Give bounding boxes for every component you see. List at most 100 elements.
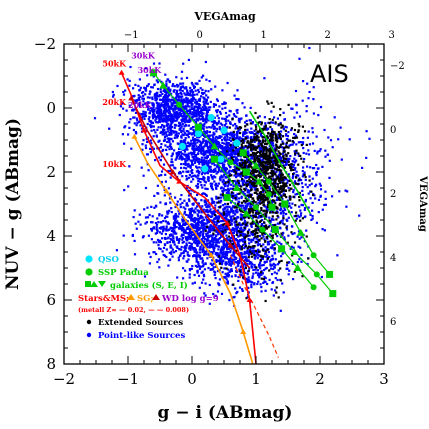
point-point-like-sources xyxy=(168,131,171,135)
point-point-like-sources xyxy=(238,221,241,225)
point-point-like-sources xyxy=(212,127,215,130)
point-point-like-sources xyxy=(194,248,198,251)
point-point-like-sources xyxy=(182,107,185,110)
point-point-like-sources xyxy=(226,153,229,156)
point-point-like-sources xyxy=(227,149,230,152)
point-point-like-sources xyxy=(183,210,186,213)
point-point-like-sources xyxy=(156,238,160,242)
point-point-like-sources xyxy=(272,294,275,297)
point-point-like-sources xyxy=(143,275,147,278)
point-point-like-sources xyxy=(226,239,229,242)
point-point-like-sources xyxy=(336,254,339,257)
point-point-like-sources xyxy=(168,110,171,113)
point-point-like-sources xyxy=(199,87,202,90)
point-point-like-sources xyxy=(315,170,318,174)
point-point-like-sources xyxy=(295,143,298,146)
point-point-like-sources xyxy=(304,215,307,218)
point-point-like-sources xyxy=(164,131,168,134)
point-point-like-sources xyxy=(211,188,215,191)
point-point-like-sources xyxy=(233,295,236,299)
point-point-like-sources xyxy=(220,199,223,202)
point-point-like-sources xyxy=(160,155,163,158)
point-point-like-sources xyxy=(160,103,163,107)
point-point-like-sources xyxy=(190,153,193,156)
point-point-like-sources xyxy=(189,211,192,214)
point-point-like-sources xyxy=(289,247,292,250)
point-point-like-sources xyxy=(226,218,229,221)
point-point-like-sources xyxy=(164,91,167,94)
point-point-like-sources xyxy=(206,146,209,149)
point-point-like-sources xyxy=(256,269,259,272)
point-point-like-sources xyxy=(166,109,169,112)
point-point-like-sources xyxy=(186,260,189,263)
point-point-like-sources xyxy=(209,215,213,218)
point-point-like-sources xyxy=(222,255,226,258)
point-point-like-sources xyxy=(296,214,299,217)
point-point-like-sources xyxy=(193,233,196,236)
point-point-like-sources xyxy=(181,115,184,118)
point-point-like-sources xyxy=(225,159,228,162)
point-point-like-sources xyxy=(229,121,232,124)
point-point-like-sources xyxy=(272,262,275,265)
point-point-like-sources xyxy=(253,132,256,136)
point-point-like-sources xyxy=(223,257,227,260)
point-point-like-sources xyxy=(190,89,193,92)
point-point-like-sources xyxy=(300,179,303,182)
point-point-like-sources xyxy=(203,201,206,204)
point-extended-sources xyxy=(255,135,258,139)
point-point-like-sources xyxy=(191,93,194,96)
point-point-like-sources xyxy=(139,95,142,98)
point-point-like-sources xyxy=(245,194,248,197)
point-point-like-sources xyxy=(227,192,230,195)
point-point-like-sources xyxy=(176,154,179,157)
point-point-like-sources xyxy=(215,244,218,247)
point-point-like-sources xyxy=(246,202,249,206)
point-point-like-sources xyxy=(137,220,140,223)
point-point-like-sources xyxy=(231,260,234,263)
point-point-like-sources xyxy=(202,119,205,122)
point-point-like-sources xyxy=(249,137,252,140)
point-point-like-sources xyxy=(296,261,299,264)
point-point-like-sources xyxy=(224,261,227,264)
point-point-like-sources xyxy=(194,250,197,253)
point-point-like-sources xyxy=(222,248,225,251)
point-point-like-sources xyxy=(204,282,207,285)
point-point-like-sources xyxy=(217,142,220,145)
point-point-like-sources xyxy=(260,290,263,293)
point-point-like-sources xyxy=(195,138,198,142)
point-point-like-sources xyxy=(153,129,156,132)
point-point-like-sources xyxy=(164,144,167,147)
point-point-like-sources xyxy=(204,141,208,144)
point-point-like-sources xyxy=(154,221,157,225)
point-point-like-sources xyxy=(248,119,251,122)
point-point-like-sources xyxy=(234,209,237,212)
point-point-like-sources xyxy=(237,158,240,162)
point-point-like-sources xyxy=(158,227,161,230)
point-point-like-sources xyxy=(324,155,327,158)
point-point-like-sources xyxy=(217,259,220,262)
point-point-like-sources xyxy=(244,222,247,225)
point-point-like-sources xyxy=(235,131,239,134)
point-point-like-sources xyxy=(159,116,163,120)
point-point-like-sources xyxy=(235,227,238,230)
point-point-like-sources xyxy=(148,93,151,96)
point-point-like-sources xyxy=(270,247,274,250)
point-point-like-sources xyxy=(243,206,246,209)
point-point-like-sources xyxy=(222,250,225,253)
point-point-like-sources xyxy=(252,173,256,176)
point-point-like-sources xyxy=(288,144,291,147)
point-point-like-sources xyxy=(158,231,162,234)
point-point-like-sources xyxy=(340,158,343,161)
point-point-like-sources xyxy=(155,241,158,244)
point-point-like-sources xyxy=(203,172,207,175)
point-point-like-sources xyxy=(238,240,241,243)
point-point-like-sources xyxy=(220,151,223,154)
point-point-like-sources xyxy=(186,159,189,162)
point-point-like-sources xyxy=(184,115,187,118)
point-point-like-sources xyxy=(201,250,204,254)
point-point-like-sources xyxy=(247,286,250,289)
point-point-like-sources xyxy=(162,163,166,166)
point-point-like-sources xyxy=(258,276,261,279)
point-point-like-sources xyxy=(222,226,225,229)
point-point-like-sources xyxy=(241,289,244,292)
